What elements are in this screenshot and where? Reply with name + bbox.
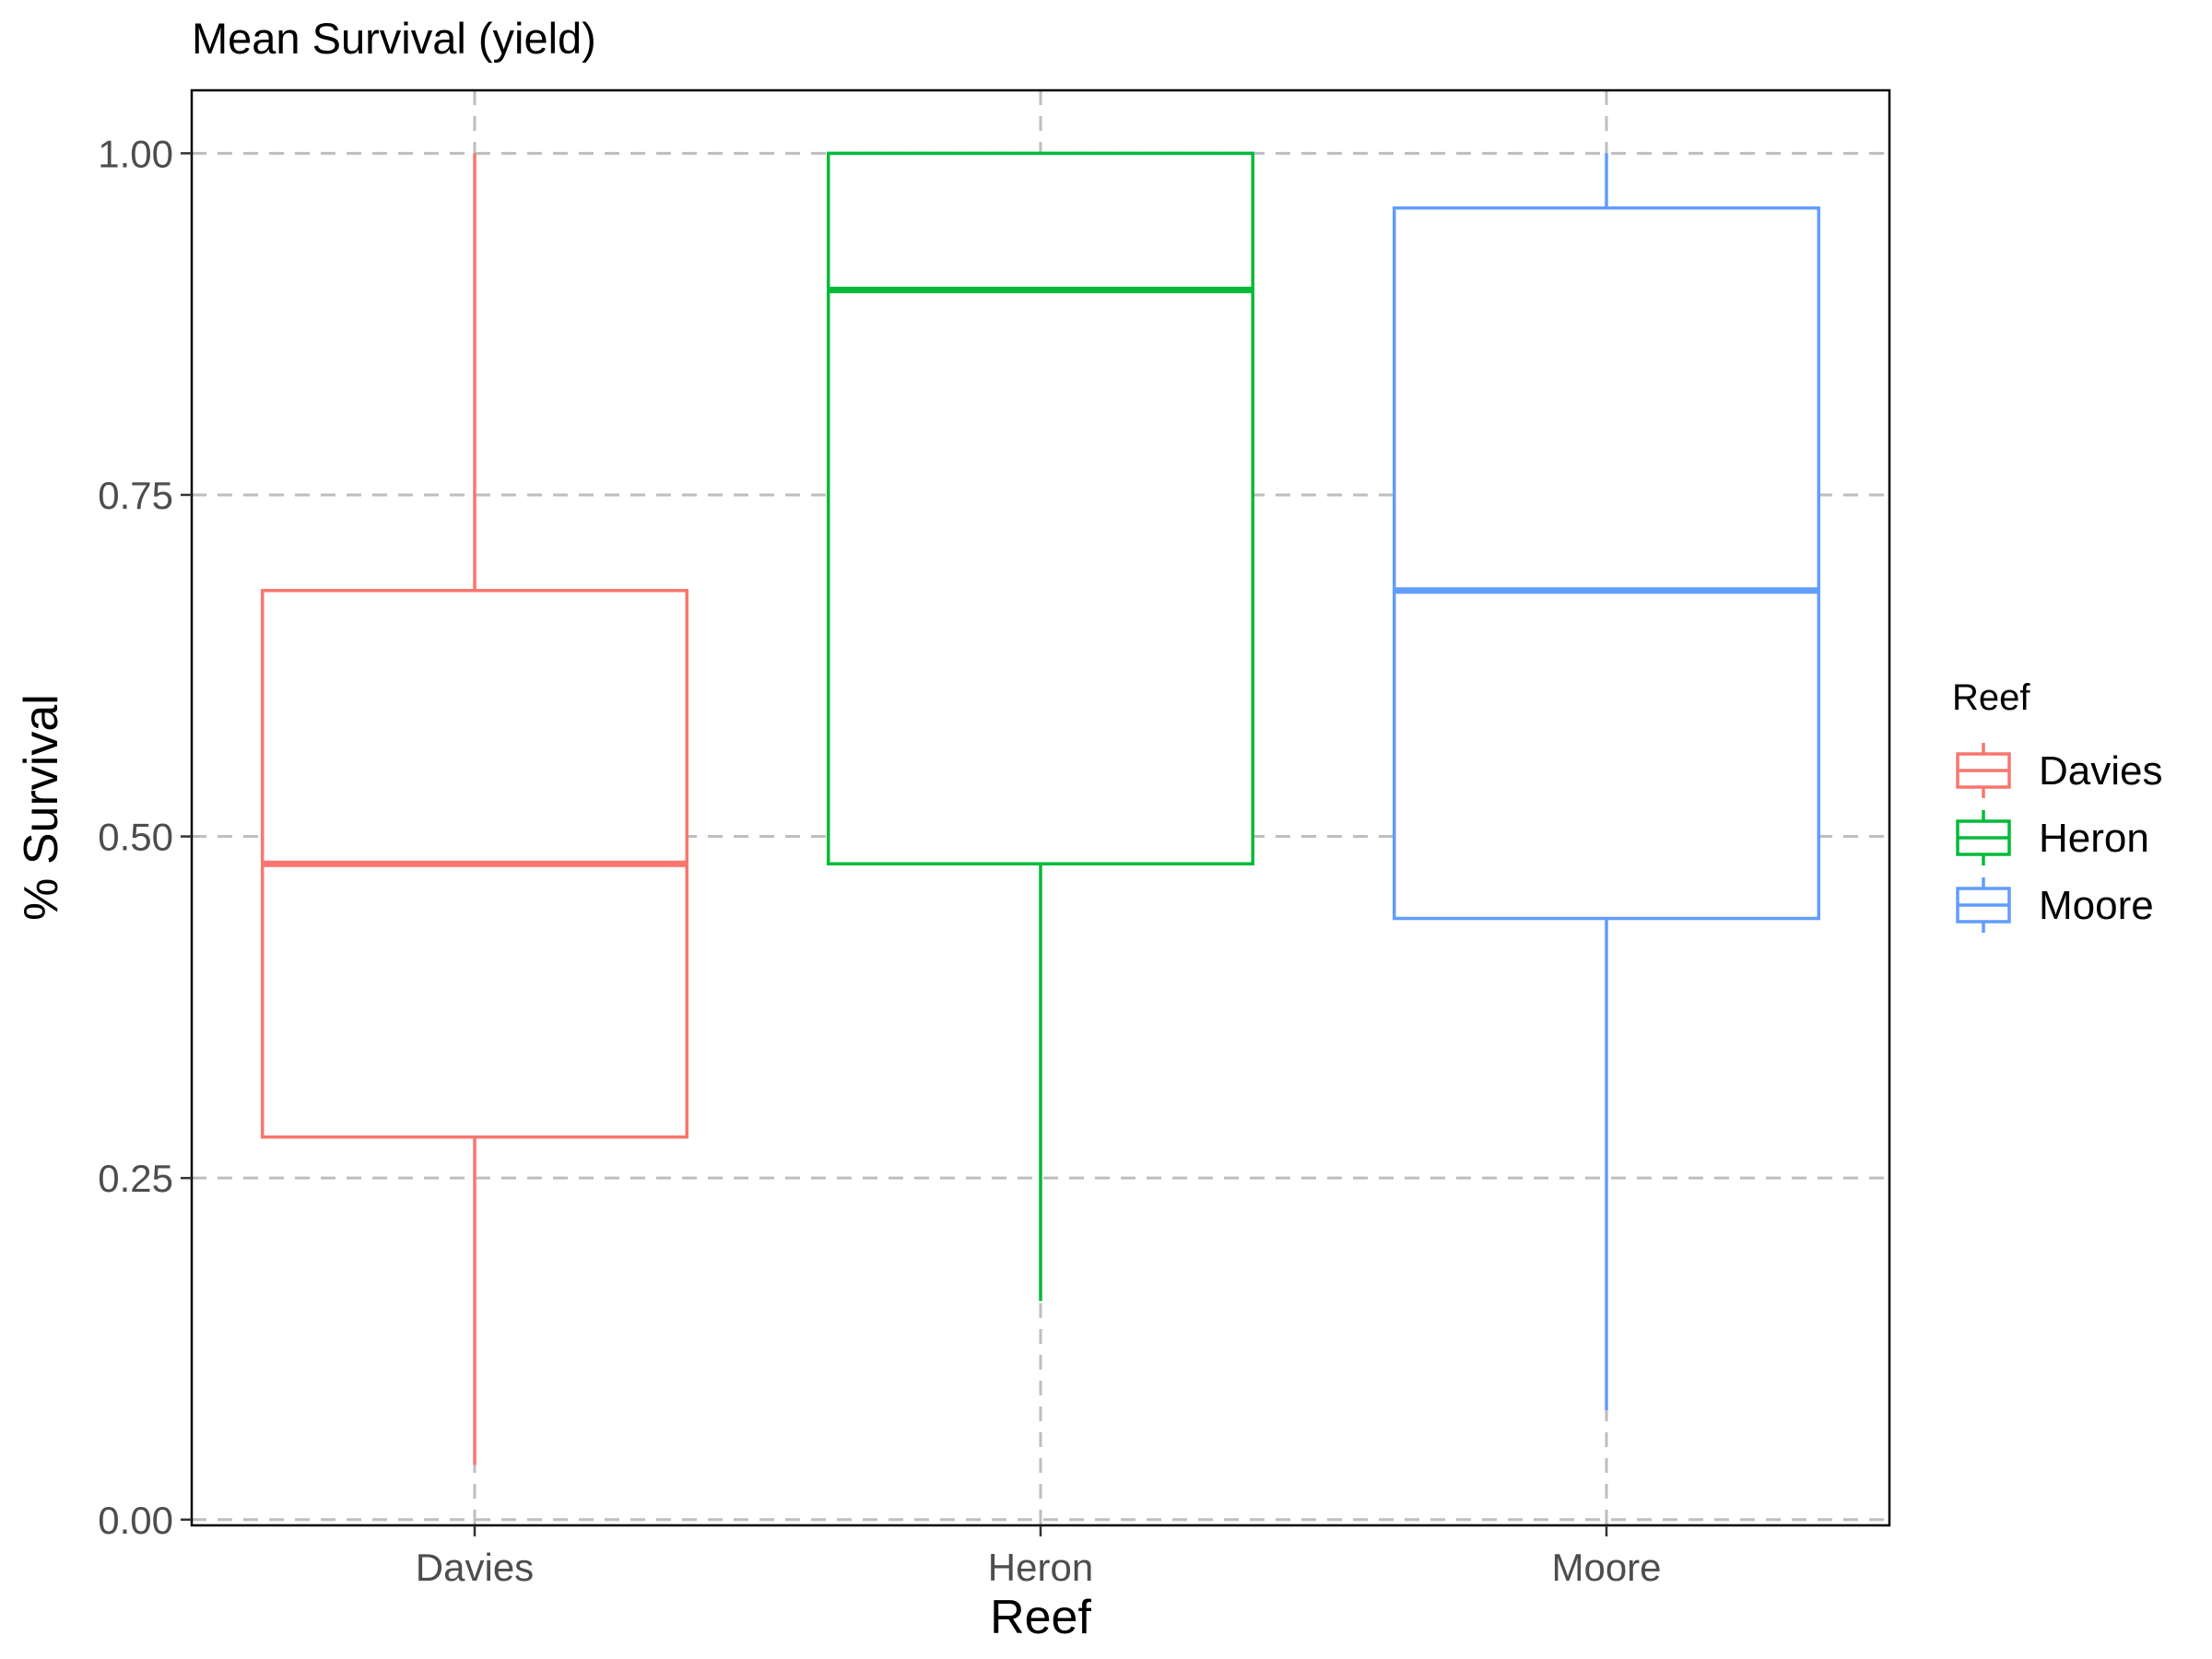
axes: 0.00 0.25 0.50 0.75 1.00 Davies Heron Moore (98, 132, 1661, 1589)
y-tick-label: 0.25 (98, 1157, 173, 1200)
box-layer (261, 151, 1820, 1465)
legend-label: Davies (2039, 748, 2163, 794)
x-tick-label: Moore (1551, 1546, 1661, 1589)
legend-item-davies: Davies (1956, 743, 2163, 798)
y-tick-label: 0.00 (98, 1499, 173, 1542)
box-davies (261, 153, 688, 1465)
box-iqr (827, 151, 1254, 865)
x-axis-title: Reef (990, 1591, 1091, 1644)
legend-title: Reef (1952, 677, 2030, 718)
box-iqr (1393, 206, 1820, 921)
legend-item-heron: Heron (1956, 810, 2149, 865)
y-axis-title: % Survival (15, 694, 68, 921)
box-moore (1393, 153, 1820, 1411)
x-tick-label: Heron (988, 1546, 1093, 1589)
legend-item-moore: Moore (1956, 877, 2154, 933)
x-tick-label: Davies (416, 1546, 534, 1589)
legend-label: Heron (2039, 816, 2149, 861)
y-tick-label: 0.75 (98, 474, 173, 517)
legend: Reef Davies Heron Moore (1952, 677, 2163, 933)
chart-title: Mean Survival (yield) (192, 14, 596, 63)
box-heron (827, 151, 1254, 1301)
y-tick-label: 0.50 (98, 816, 173, 859)
legend-label: Moore (2039, 883, 2154, 928)
y-tick-label: 1.00 (98, 132, 173, 175)
